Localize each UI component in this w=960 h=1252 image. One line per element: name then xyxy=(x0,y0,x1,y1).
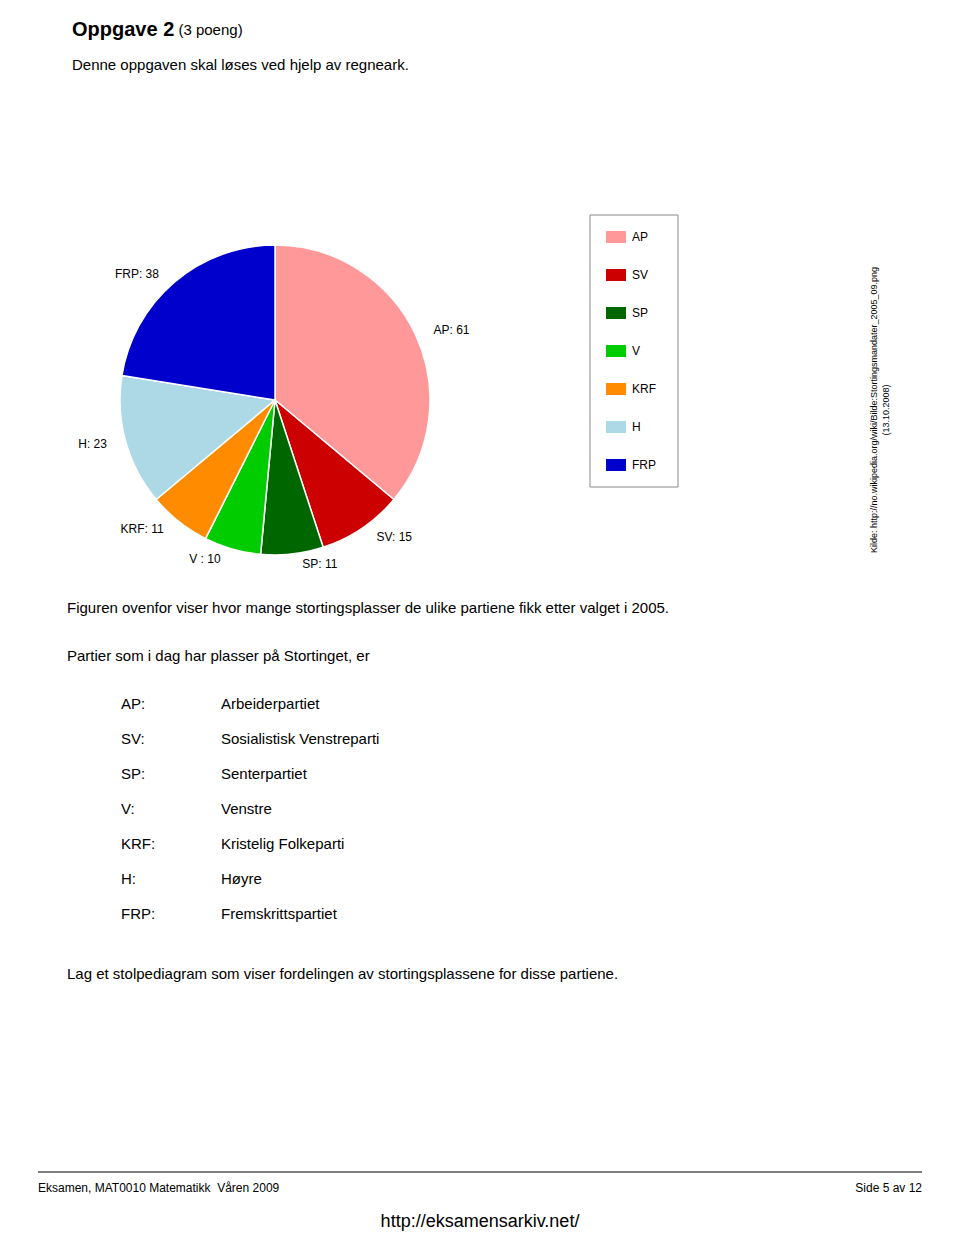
svg-text:KRF: 11: KRF: 11 xyxy=(121,522,164,536)
svg-text:Partier som i dag har plasser: Partier som i dag har plasser på Stortin… xyxy=(67,647,370,664)
svg-text:V: V xyxy=(632,344,640,358)
svg-text:SP: 11: SP: 11 xyxy=(302,557,337,571)
svg-text:FRP: 38: FRP: 38 xyxy=(115,267,159,281)
svg-text:AP: AP xyxy=(632,230,648,244)
svg-text:AP:: AP: xyxy=(121,695,145,712)
svg-text:SV: 15: SV: 15 xyxy=(376,530,412,544)
svg-text:FRP:: FRP: xyxy=(121,905,155,922)
svg-text:Kristelig Folkeparti: Kristelig Folkeparti xyxy=(221,835,344,852)
svg-text:(3 poeng): (3 poeng) xyxy=(174,21,242,38)
svg-text:Høyre: Høyre xyxy=(221,870,262,887)
svg-text:H:: H: xyxy=(121,870,136,887)
svg-text:KRF:: KRF: xyxy=(121,835,155,852)
svg-text:Sosialistisk Venstreparti: Sosialistisk Venstreparti xyxy=(221,730,379,747)
svg-text:Denne oppgaven skal løses ved: Denne oppgaven skal løses ved hjelp av r… xyxy=(72,56,409,73)
svg-text:SV: SV xyxy=(632,268,648,282)
svg-text:Figuren ovenfor viser hvor man: Figuren ovenfor viser hvor mange stortin… xyxy=(67,599,669,616)
svg-text:Oppgave 2: Oppgave 2 xyxy=(72,18,174,40)
svg-text:SV:: SV: xyxy=(121,730,145,747)
svg-text:(13.10.2008): (13.10.2008) xyxy=(881,384,891,435)
svg-text:Fremskrittspartiet: Fremskrittspartiet xyxy=(221,905,338,922)
svg-text:Senterpartiet: Senterpartiet xyxy=(221,765,308,782)
svg-text:Side 5 av 12: Side 5 av 12 xyxy=(855,1181,922,1195)
svg-text:V:: V: xyxy=(121,800,135,817)
svg-text:AP: 61: AP: 61 xyxy=(434,323,470,337)
svg-text:Arbeiderpartiet: Arbeiderpartiet xyxy=(221,695,320,712)
svg-text:FRP: FRP xyxy=(632,458,656,472)
svg-text:Eksamen, MAT0010 Matematikk V: Eksamen, MAT0010 Matematikk Våren 2009 xyxy=(38,1181,280,1195)
svg-text:H: 23: H: 23 xyxy=(78,437,107,451)
svg-text:V : 10: V : 10 xyxy=(189,552,221,566)
svg-text:KRF: KRF xyxy=(632,382,656,396)
svg-text:SP: SP xyxy=(632,306,648,320)
svg-text:http://eksamensarkiv.net/: http://eksamensarkiv.net/ xyxy=(381,1211,580,1231)
svg-text:H: H xyxy=(632,420,641,434)
svg-text:Venstre: Venstre xyxy=(221,800,272,817)
svg-text:Kilde: http://no.wikipedia.org: Kilde: http://no.wikipedia.org/wiki/Bild… xyxy=(869,267,879,553)
svg-text:SP:: SP: xyxy=(121,765,145,782)
svg-text:Lag et stolpediagram som viser: Lag et stolpediagram som viser fordeling… xyxy=(67,965,618,982)
